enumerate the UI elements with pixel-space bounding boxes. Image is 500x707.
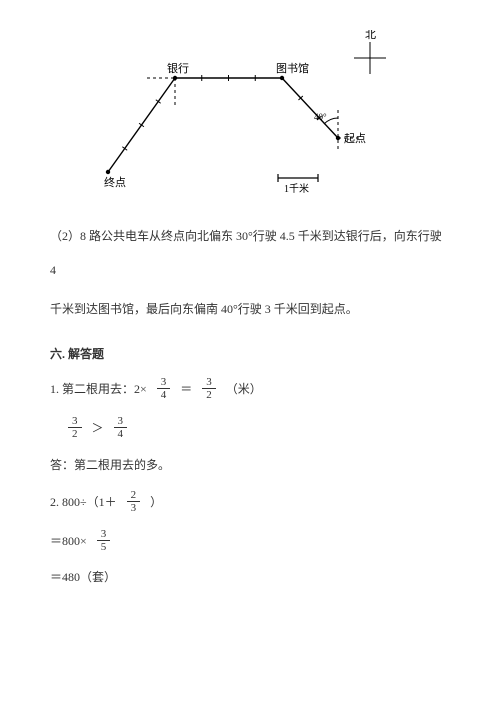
- q1-cmp-frac2: 3 4: [114, 415, 128, 440]
- q2-line1: 2. 800÷（1＋ 2 3 ）: [50, 489, 450, 514]
- q2-frac1: 2 3: [127, 489, 141, 514]
- svg-text:图书馆: 图书馆: [276, 61, 309, 75]
- q1-eq: ＝: [180, 380, 192, 397]
- q2-line1-suffix: ）: [150, 493, 162, 510]
- q2-line1-prefix: 2. 800÷（1＋: [50, 493, 117, 510]
- problem2-line1: （2）8 路公共电车从终点向北偏东 30°行驶 4.5 千米到达银行后，向东行驶…: [50, 220, 450, 287]
- q1-cmp-frac1: 3 2: [68, 415, 82, 440]
- q1-prefix: 1. 第二根用去：2×: [50, 380, 147, 397]
- q1-answer: 答：第二根用去的多。: [50, 456, 450, 473]
- q1-equation: 1. 第二根用去：2× 3 4 ＝ 3 2 （米）: [50, 376, 450, 401]
- svg-text:起点: 起点: [344, 132, 366, 145]
- q1-cmp-op: ＞: [92, 419, 104, 436]
- svg-text:1千米: 1千米: [284, 182, 309, 195]
- q2-line2-prefix: ＝800×: [50, 532, 87, 549]
- q2-line2: ＝800× 3 5: [50, 528, 450, 553]
- svg-text:终点: 终点: [104, 175, 126, 189]
- svg-text:北: 北: [365, 30, 376, 41]
- problem2-line2: 千米到达图书馆，最后向东偏南 40°行驶 3 千米回到起点。: [50, 293, 450, 327]
- svg-text:40°: 40°: [314, 112, 327, 122]
- q1-compare: 3 2 ＞ 3 4: [64, 415, 450, 440]
- q1-frac2: 3 2: [202, 376, 216, 401]
- q2-line3: ＝480（套）: [50, 568, 450, 585]
- route-diagram: 北 40° 银行 图书馆起点终点 1千米: [90, 30, 410, 200]
- svg-text:银行: 银行: [167, 61, 189, 75]
- q1-unit: （米）: [226, 380, 262, 397]
- q1-frac1: 3 4: [157, 376, 171, 401]
- section6-title: 六. 解答题: [50, 345, 450, 362]
- q2-frac2: 3 5: [97, 528, 111, 553]
- diagram-svg: 北 40° 银行 图书馆起点终点 1千米: [90, 30, 410, 200]
